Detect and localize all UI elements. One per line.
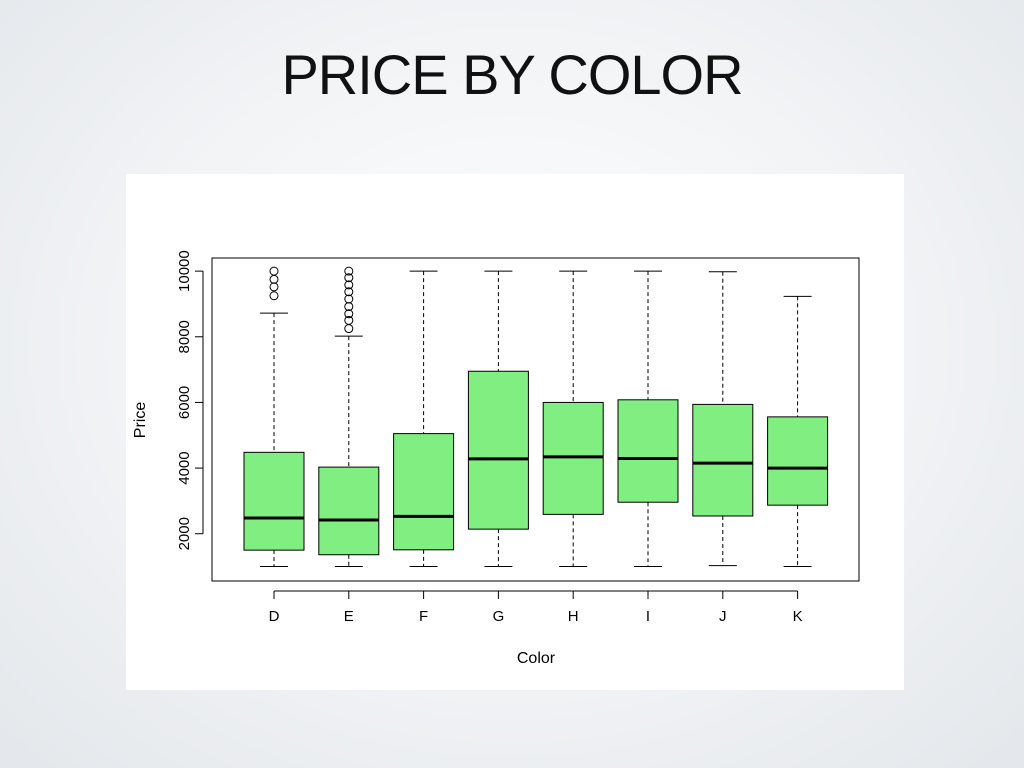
y-tick-label: 10000 <box>176 250 193 292</box>
boxplot-chart: 2000 4000 6000 8000 10000 D E F G H I J K Color Pri… <box>132 250 860 667</box>
slide-title: PRICE BY COLOR <box>281 43 743 106</box>
plot-frame <box>211 257 860 582</box>
outlier-point <box>344 294 354 304</box>
x-tick-label: D <box>269 608 280 625</box>
box-D <box>243 266 305 568</box>
iqr-box <box>318 466 380 556</box>
outlier-point <box>344 266 354 276</box>
x-tick-label: H <box>568 608 579 625</box>
box-E <box>318 266 380 568</box>
box-F <box>393 270 455 568</box>
y-tick-label: 4000 <box>176 451 193 484</box>
box-G <box>467 270 529 568</box>
iqr-box <box>692 403 754 517</box>
outlier-point <box>269 274 279 284</box>
x-tick-label: J <box>719 608 727 625</box>
outlier-point <box>344 324 354 334</box>
outlier-point <box>344 309 354 319</box>
outlier-point <box>344 273 354 283</box>
y-tick-label: 6000 <box>176 386 193 419</box>
x-tick-label: F <box>419 608 428 625</box>
box-H <box>542 270 604 568</box>
outlier-point <box>344 280 354 290</box>
iqr-box <box>767 416 829 506</box>
x-tick-label: I <box>646 608 650 625</box>
outlier-point <box>269 282 279 292</box>
iqr-box <box>467 370 529 530</box>
y-axis-title: Price <box>132 402 149 439</box>
outlier-point <box>269 291 279 301</box>
x-tick-label: E <box>344 608 354 625</box>
y-axis: 2000 4000 6000 8000 10000 <box>176 250 204 550</box>
outlier-point <box>269 266 279 276</box>
boxes-layer <box>243 266 829 568</box>
outlier-point <box>344 315 354 325</box>
iqr-box <box>243 451 305 551</box>
x-tick-label: G <box>493 608 505 625</box>
iqr-box <box>393 433 455 551</box>
iqr-box <box>617 399 679 503</box>
box-J <box>692 271 754 567</box>
outlier-point <box>344 287 354 297</box>
box-K <box>767 295 829 568</box>
x-axis: D E F G H I J K <box>269 590 803 625</box>
x-axis-title: Color <box>517 650 556 667</box>
box-I <box>617 270 679 568</box>
y-tick-label: 8000 <box>176 320 193 353</box>
x-tick-label: K <box>793 608 803 625</box>
y-tick-label: 2000 <box>176 517 193 550</box>
chart-panel: 2000 4000 6000 8000 10000 D E F G H I J K Color Pri… <box>126 174 904 690</box>
